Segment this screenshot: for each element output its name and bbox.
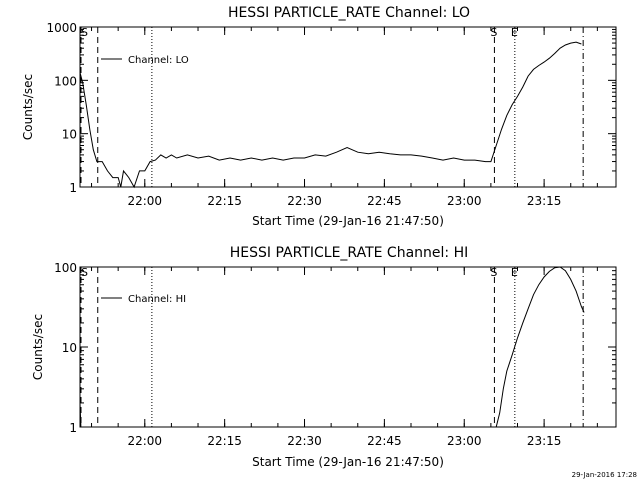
hi-y-tick-label-0: 1 [69,421,77,435]
lo-x-axis-label: Start Time (29-Jan-16 21:47:50) [252,214,444,228]
lo-chart-title: HESSI PARTICLE_RATE Channel: LO [228,5,470,21]
lo-x-tick-label-0: 22:00 [127,194,162,208]
hi-x-tick-label-2: 22:30 [287,434,322,448]
hi-marker-label-0: S [81,266,88,279]
lo-y-tick-label-3: 1000 [46,21,77,35]
hi-y-axis-label: Counts/sec [31,314,45,380]
hi-x-tick-label-3: 22:45 [367,434,402,448]
lo-marker-label-4: E [511,26,518,39]
lo-x-tick-label-4: 23:00 [447,194,482,208]
hi-chart-title: HESSI PARTICLE_RATE Channel: HI [230,245,468,261]
hi-channel-panel: HESSI PARTICLE_RATE Channel: HI 22:00 22:… [31,245,617,469]
hi-y-ticks: 1 10 100 [54,261,616,435]
lo-y-axis-label: Counts/sec [21,74,35,140]
hi-x-tick-label-4: 23:00 [447,434,482,448]
hi-y-tick-label-1: 10 [62,341,77,355]
hi-series-line-1 [495,266,585,428]
hi-x-axis-label: Start Time (29-Jan-16 21:47:50) [252,455,444,469]
hi-x-ticks: 22:00 22:15 22:30 22:45 23:00 23:15 [91,267,598,448]
lo-plot-frame [79,26,617,188]
lo-x-tick-label-2: 22:30 [287,194,322,208]
lo-series-line-0 [79,41,582,189]
lo-x-tick-label-3: 22:45 [367,194,402,208]
lo-legend-label: Channel: LO [128,55,189,66]
lo-channel-panel: HESSI PARTICLE_RATE Channel: LO 22:00 22:… [21,5,617,228]
lo-series [79,41,582,189]
hi-x-tick-label-1: 22:15 [207,434,242,448]
lo-marker-label-3: S [490,26,497,39]
lo-y-ticks: 1 10 100 1000 [46,21,616,195]
hi-x-tick-label-5: 23:15 [527,434,562,448]
hi-series [79,266,585,428]
lo-y-tick-label-0: 1 [69,181,77,195]
footer-timestamp: 29-Jan-2016 17:28 [572,471,637,479]
hi-x-tick-label-0: 22:00 [127,434,162,448]
hi-legend-label: Channel: HI [128,294,186,305]
hi-y-tick-label-2: 100 [54,261,77,275]
lo-x-tick-label-5: 23:15 [527,194,562,208]
lo-x-ticks: 22:00 22:15 22:30 22:45 23:00 23:15 [91,27,598,208]
lo-y-tick-label-2: 100 [54,74,77,88]
lo-marker-label-0: S [81,26,88,39]
hi-series-line-0 [79,402,82,428]
hi-marker-label-4: E [511,266,518,279]
hi-marker-label-3: S [490,266,497,279]
lo-x-tick-label-1: 22:15 [207,194,242,208]
lo-y-tick-label-1: 10 [62,128,77,142]
